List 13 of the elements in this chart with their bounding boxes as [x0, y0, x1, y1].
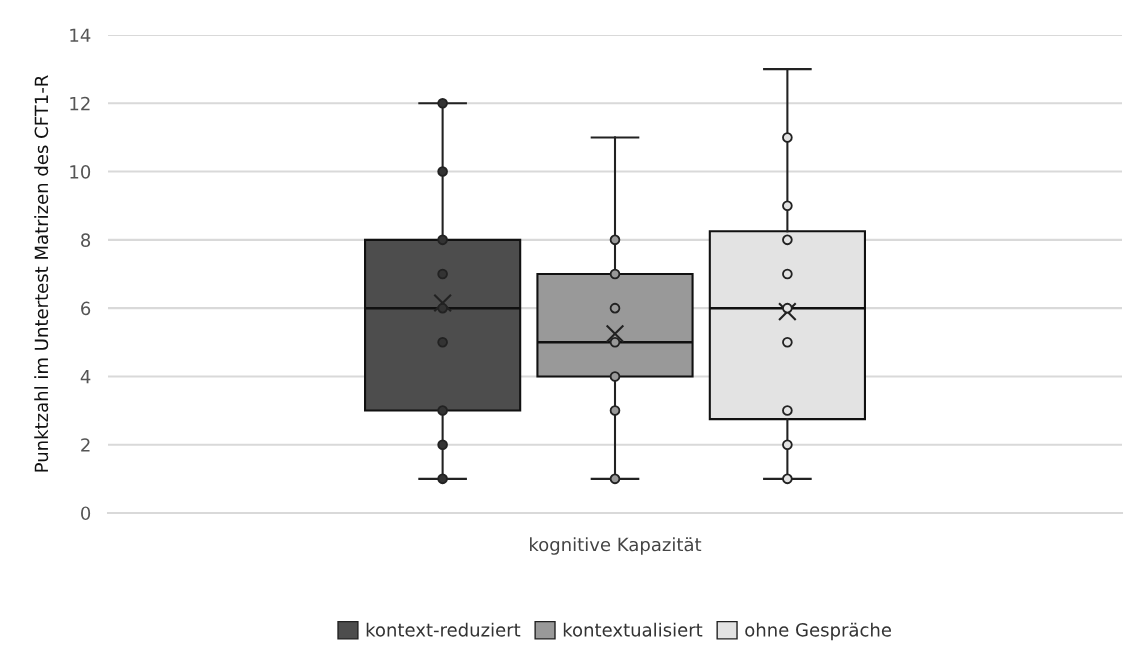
y-tick-label: 6 [81, 301, 91, 316]
y-tick-label: 0 [81, 506, 91, 521]
x-axis-title: kognitive Kapazität [530, 537, 702, 555]
legend-label: ohne Gespräche [745, 622, 891, 641]
y-axis-title: Punktzahl im Untertest Matrizen des CFT1-R [34, 75, 49, 472]
legend-label: kontext-reduziert [366, 622, 521, 637]
y-tick-label: 2 [81, 438, 90, 452]
legend-label: kontextualisiert [563, 622, 703, 637]
y-tick-label: 10 [70, 165, 91, 179]
y-tick-label: 4 [80, 370, 91, 384]
y-tick-label: 14 [70, 28, 91, 42]
y-tick-label: 8 [81, 233, 91, 247]
y-tick-label: 12 [70, 96, 90, 111]
